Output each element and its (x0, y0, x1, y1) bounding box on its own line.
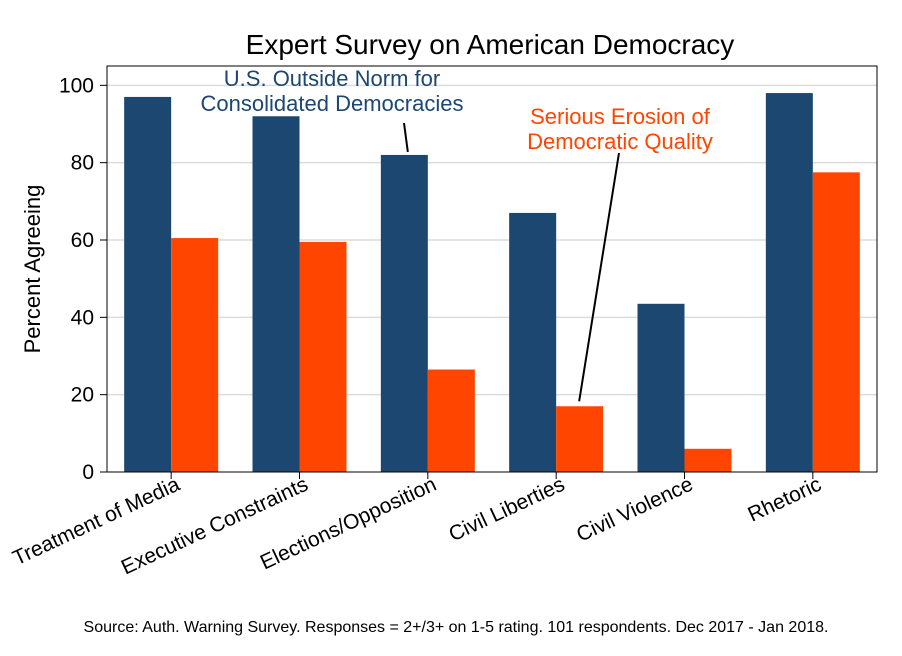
annotation-pointer (578, 152, 620, 402)
y-axis: 0 20 40 60 80 100 (59, 74, 107, 484)
y-tick-label: 60 (71, 229, 94, 252)
annotation-text: Consolidated Democracies (201, 91, 464, 116)
y-tick-label: 80 (71, 152, 94, 175)
bar-erosion-3 (427, 369, 475, 472)
y-tick-label: 20 (71, 384, 94, 407)
bar-norm-6 (765, 93, 813, 473)
bar-erosion-4 (556, 406, 604, 472)
bar-norm-5 (637, 303, 685, 472)
bar-erosion-2 (299, 241, 347, 472)
source-note: Source: Auth. Warning Survey. Responses … (84, 619, 829, 636)
bar-norm-4 (509, 212, 557, 472)
x-tick-label: Civil Liberties (445, 473, 568, 547)
annotation-pointer (403, 122, 409, 153)
y-tick-label: 40 (71, 306, 94, 329)
annotation-text: U.S. Outside Norm for (224, 66, 440, 91)
bar-norm-1 (124, 96, 172, 472)
bar-norm-3 (380, 154, 428, 472)
x-tick-label: Rhetoric (744, 473, 825, 527)
y-axis-label: Percent Agreeing (20, 185, 45, 354)
x-tick-label: Civil Violence (573, 473, 697, 547)
y-tick-label: 0 (82, 461, 94, 484)
bar-erosion-1 (171, 238, 219, 472)
y-tick-label: 100 (59, 74, 94, 97)
bar-group (124, 93, 860, 473)
bar-erosion-6 (812, 172, 860, 473)
bar-erosion-5 (684, 448, 732, 472)
grid-lines (107, 84, 877, 396)
plot-frame (106, 65, 878, 473)
annotation-text: Democratic Quality (527, 129, 713, 154)
annotation-text: Serious Erosion of (530, 104, 711, 129)
chart-title: Expert Survey on American Democracy (246, 29, 735, 60)
bar-norm-2 (252, 116, 300, 473)
